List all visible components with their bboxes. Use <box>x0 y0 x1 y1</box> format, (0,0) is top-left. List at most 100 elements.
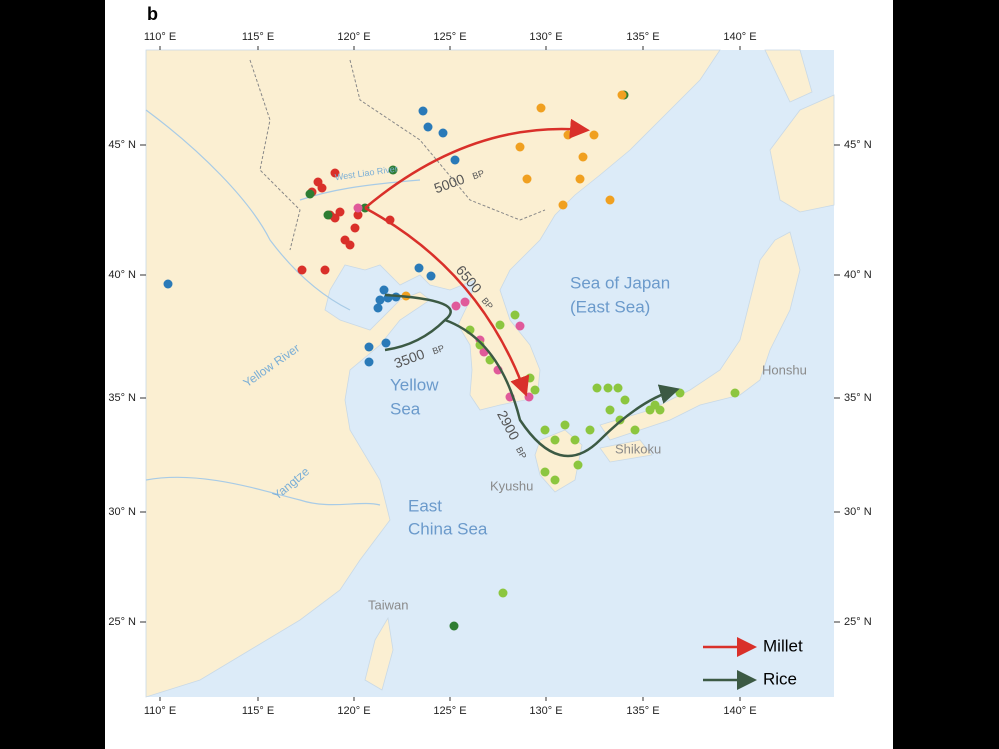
lon-tick-label: 120° E <box>337 31 370 43</box>
site-marker <box>540 467 550 477</box>
site-marker <box>345 240 355 250</box>
lat-tick-label: 25° N <box>108 616 136 628</box>
lat-tick-label: 35° N <box>844 392 872 404</box>
site-marker <box>613 383 623 393</box>
site-marker <box>498 588 508 598</box>
lon-tick-label: 140° E <box>723 31 756 43</box>
site-marker <box>589 130 599 140</box>
site-marker <box>451 301 461 311</box>
lon-tick-label: 125° E <box>433 31 466 43</box>
rice-arrow <box>444 318 680 458</box>
millet-arrow <box>364 206 530 397</box>
sea-label: East <box>408 496 442 515</box>
site-marker <box>522 174 532 184</box>
site-marker <box>364 342 374 352</box>
site-marker <box>414 263 424 273</box>
site-marker <box>563 130 573 140</box>
lon-tick-label: 115° E <box>242 31 274 43</box>
site-marker <box>605 195 615 205</box>
site-marker <box>530 385 540 395</box>
taiwan <box>364 616 394 691</box>
lat-tick-label: 40° N <box>844 269 872 281</box>
site-marker <box>350 223 360 233</box>
place-label: Honshu <box>762 362 807 377</box>
site-marker <box>515 321 525 331</box>
kyushu <box>534 429 583 493</box>
border <box>249 59 546 251</box>
site-marker <box>423 122 433 132</box>
site-marker <box>575 174 585 184</box>
millet-arrow <box>364 118 590 209</box>
sites <box>163 90 740 631</box>
date-unit: BP <box>471 168 486 182</box>
site-marker <box>524 392 534 402</box>
sea-label: Sea <box>390 399 421 418</box>
date-unit: BP <box>514 445 528 460</box>
lat-tick-label: 40° N <box>108 269 136 281</box>
site-marker <box>450 155 460 165</box>
lon-tick-label: 135° E <box>626 31 659 43</box>
site-marker <box>617 90 627 100</box>
sea-label: Sea of Japan <box>570 273 670 292</box>
site-marker <box>323 210 333 220</box>
site-marker <box>573 460 583 470</box>
site-marker <box>373 303 383 313</box>
lat-tick-label: 30° N <box>844 506 872 518</box>
site-marker <box>418 106 428 116</box>
hokkaido <box>769 94 835 213</box>
axes: 110° E 110° E 115° E 115° E 120° E 120° E 125°… <box>108 31 871 717</box>
site-marker <box>495 320 505 330</box>
lon-tick-label: 135° E <box>626 705 659 717</box>
site-marker <box>163 279 173 289</box>
site-marker <box>558 200 568 210</box>
lon-tick-label: 110° E <box>144 31 176 43</box>
lat-tick-label: 45° N <box>844 139 872 151</box>
site-marker <box>330 213 340 223</box>
site-marker <box>570 435 580 445</box>
river <box>145 476 381 506</box>
site-marker <box>297 265 307 275</box>
site-marker <box>675 388 685 398</box>
date-unit: BP <box>431 343 446 357</box>
legend-label: Millet <box>763 636 803 655</box>
site-marker <box>536 103 546 113</box>
site-marker <box>630 425 640 435</box>
place-label: Shikoku <box>615 441 661 456</box>
site-marker <box>730 388 740 398</box>
site-marker <box>515 142 525 152</box>
site-marker <box>605 405 615 415</box>
site-marker <box>381 338 391 348</box>
site-marker <box>585 425 595 435</box>
shikoku <box>599 439 653 463</box>
site-marker <box>460 297 470 307</box>
site-marker <box>550 475 560 485</box>
lon-tick-label: 125° E <box>433 705 466 717</box>
site-marker <box>540 425 550 435</box>
site-marker <box>364 357 374 367</box>
site-marker <box>353 203 363 213</box>
site-marker <box>388 165 398 175</box>
lat-tick-label: 35° N <box>108 392 136 404</box>
place-label: Kyushu <box>490 478 533 493</box>
site-marker <box>603 383 613 393</box>
site-marker <box>449 621 459 631</box>
site-marker <box>330 168 340 178</box>
site-marker <box>317 183 327 193</box>
site-marker <box>510 310 520 320</box>
lat-tick-label: 25° N <box>844 616 872 628</box>
sea-label: (East Sea) <box>570 297 650 316</box>
site-marker <box>578 152 588 162</box>
lon-tick-label: 110° E <box>144 705 176 717</box>
sea-label: Yellow <box>390 375 439 394</box>
lat-tick-label: 45° N <box>108 139 136 151</box>
site-marker <box>320 265 330 275</box>
site-marker <box>305 189 315 199</box>
site-marker <box>560 420 570 430</box>
site-marker <box>353 210 363 220</box>
lon-tick-label: 130° E <box>529 31 562 43</box>
river <box>145 109 351 311</box>
site-marker <box>620 395 630 405</box>
sea-label: China Sea <box>408 519 488 538</box>
site-marker <box>379 285 389 295</box>
